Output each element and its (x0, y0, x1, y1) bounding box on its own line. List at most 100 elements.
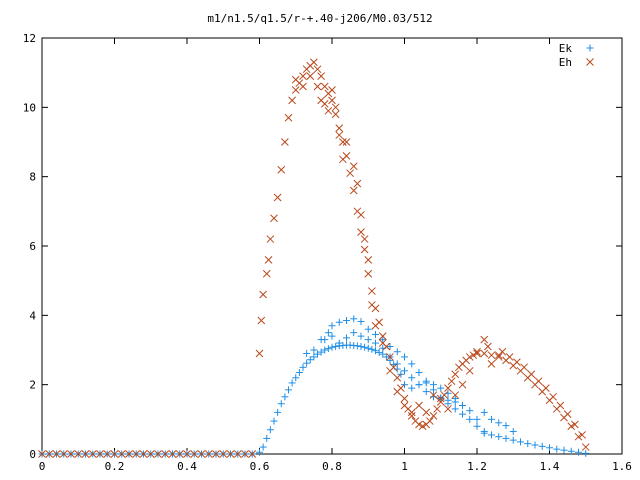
data-point (270, 417, 278, 425)
data-point (437, 384, 445, 392)
data-point (407, 408, 416, 417)
data-point (495, 433, 503, 441)
data-point (357, 210, 365, 219)
y-tick-label: 12 (23, 32, 36, 45)
data-point (480, 335, 489, 344)
data-point (154, 450, 162, 458)
data-point (473, 349, 481, 358)
data-point (125, 450, 133, 458)
data-point (248, 450, 257, 458)
data-point (161, 450, 170, 458)
data-point (538, 442, 546, 450)
data-point (480, 408, 488, 416)
data-point (430, 393, 437, 401)
data-point (524, 440, 532, 448)
data-point (291, 86, 300, 94)
data-point (288, 379, 296, 387)
data-point (132, 450, 141, 458)
data-point (429, 412, 438, 420)
data-point (310, 58, 318, 67)
legend-marker-ek (586, 44, 594, 52)
data-point (378, 339, 387, 347)
data-point (353, 342, 361, 350)
data-point (361, 343, 369, 351)
data-point (494, 353, 503, 361)
data-point (299, 82, 307, 91)
data-point (495, 419, 503, 427)
data-point (364, 269, 373, 278)
y-tick-label: 8 (29, 171, 36, 184)
data-point (328, 343, 336, 351)
data-point (212, 450, 220, 458)
x-tick-label: 1.2 (467, 460, 487, 473)
data-point (335, 124, 344, 132)
data-point (401, 367, 408, 375)
legend-marker-eh (586, 58, 594, 66)
data-point (444, 405, 452, 413)
y-tick-label: 10 (23, 101, 36, 114)
data-point (262, 269, 271, 278)
data-point (266, 426, 274, 434)
data-point (509, 436, 517, 444)
data-point (581, 443, 590, 451)
y-tick-label: 2 (29, 379, 36, 392)
data-point (219, 450, 228, 458)
data-point (291, 75, 300, 84)
data-point (487, 351, 496, 360)
x-tick-label: 0.2 (105, 460, 125, 473)
data-point (375, 348, 383, 356)
data-point (534, 377, 543, 386)
data-point (386, 366, 394, 375)
data-point (368, 287, 376, 295)
data-point (328, 322, 336, 330)
data-point (393, 387, 402, 396)
data-point (320, 100, 329, 108)
x-tick-label: 1.6 (612, 460, 632, 473)
data-point (324, 106, 333, 115)
data-point (401, 353, 408, 361)
data-point (397, 370, 405, 378)
x-axis: 0 0.2 0.4 0.6 0.8 1 1.2 1.4 1.6 (39, 38, 632, 473)
data-point (393, 348, 401, 356)
data-point (502, 422, 510, 430)
data-point (328, 96, 336, 105)
data-point (274, 408, 282, 416)
data-point (331, 110, 340, 119)
data-point (110, 450, 119, 458)
data-point (349, 162, 358, 171)
data-point (447, 377, 456, 386)
data-point (436, 394, 445, 403)
data-point (386, 353, 394, 361)
data-point (303, 349, 311, 357)
data-point (306, 356, 314, 364)
data-point (451, 395, 459, 403)
data-point (357, 332, 365, 340)
y-tick-label: 6 (29, 240, 36, 253)
data-point (288, 96, 296, 105)
x-tick-label: 1 (401, 460, 408, 473)
data-point (266, 235, 275, 243)
y-tick-label: 4 (29, 309, 36, 322)
data-point (473, 347, 481, 356)
data-point (553, 445, 561, 453)
data-point (103, 450, 112, 458)
data-point (393, 360, 401, 368)
data-point (339, 155, 347, 164)
data-point (567, 447, 575, 455)
data-point (310, 346, 318, 354)
data-point (488, 431, 495, 439)
data-point (59, 450, 68, 458)
data-point (368, 301, 376, 309)
data-point (168, 450, 177, 458)
data-point (546, 444, 553, 452)
data-point (451, 391, 460, 399)
legend-label-eh: Eh (559, 56, 572, 69)
data-point (277, 400, 285, 408)
data-point (364, 256, 373, 264)
y-tick-label: 0 (29, 448, 36, 461)
data-point (313, 65, 322, 74)
data-point (465, 366, 474, 375)
data-point (233, 450, 242, 458)
data-point (386, 343, 394, 351)
data-point (531, 441, 539, 449)
